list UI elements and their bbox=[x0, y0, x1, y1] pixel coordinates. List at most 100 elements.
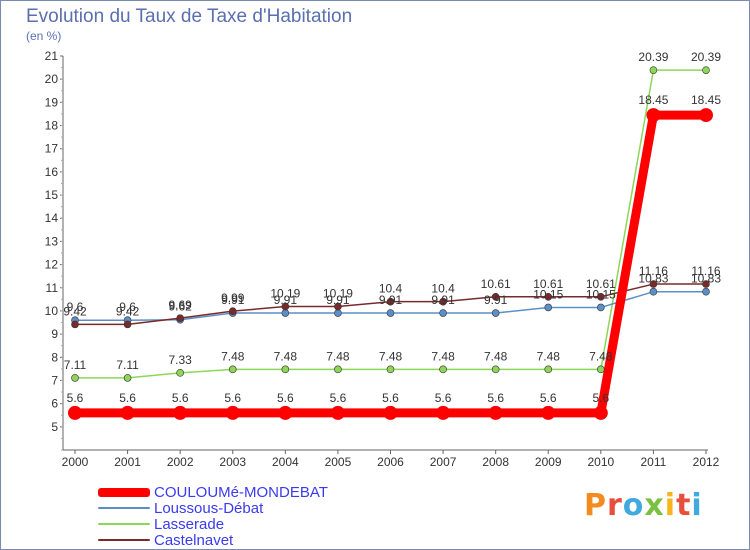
data-point bbox=[228, 307, 237, 315]
data-point bbox=[541, 405, 556, 420]
data-label: 9.42 bbox=[63, 304, 87, 318]
data-point bbox=[597, 303, 605, 312]
data-label: 5.6 bbox=[487, 391, 504, 405]
x-tick-label: 2001 bbox=[114, 455, 141, 469]
legend-item-1[interactable]: Loussous-Débat bbox=[98, 499, 328, 517]
data-label: 11.16 bbox=[691, 264, 720, 278]
legend-label: Loussous-Débat bbox=[154, 499, 264, 517]
legend-item-2[interactable]: Lasserade bbox=[98, 515, 328, 533]
data-point bbox=[649, 280, 658, 288]
logo-letter: i bbox=[664, 488, 677, 523]
data-label: 11.16 bbox=[639, 264, 668, 278]
data-label: 5.6 bbox=[119, 391, 136, 405]
data-label: 18.45 bbox=[638, 93, 668, 107]
data-point bbox=[649, 287, 658, 296]
data-point bbox=[699, 108, 713, 123]
legend-swatch bbox=[98, 487, 150, 497]
chart-title: Evolution du Taux de Taxe d'Habitation bbox=[26, 6, 353, 27]
data-point bbox=[281, 365, 290, 374]
data-label: 9.6 bbox=[67, 300, 84, 314]
data-label: 10.83 bbox=[638, 272, 668, 286]
data-label: 7.48 bbox=[431, 349, 455, 363]
x-tick-label: 2004 bbox=[272, 455, 299, 469]
data-point bbox=[386, 309, 395, 317]
data-label: 5.6 bbox=[172, 391, 189, 405]
data-label: 5.6 bbox=[67, 391, 84, 405]
logo-letter: t bbox=[676, 488, 692, 523]
data-point bbox=[334, 309, 342, 317]
data-label: 7.48 bbox=[221, 349, 245, 363]
data-point bbox=[225, 405, 240, 420]
data-label: 9.99 bbox=[221, 291, 245, 305]
data-label: 5.6 bbox=[592, 391, 609, 405]
data-point bbox=[702, 66, 710, 74]
data-point bbox=[176, 369, 184, 377]
data-point bbox=[597, 293, 605, 301]
legend-item-3[interactable]: Castelnavet bbox=[98, 531, 328, 549]
data-point bbox=[544, 293, 553, 301]
legend-label: Lasserade bbox=[154, 515, 225, 533]
data-label: 5.6 bbox=[435, 391, 452, 405]
data-point bbox=[439, 297, 447, 306]
data-label: 10.19 bbox=[270, 287, 300, 301]
data-point bbox=[176, 314, 184, 322]
legend-label: COULOUMé-MONDEBAT bbox=[154, 483, 328, 501]
data-label: 9.91 bbox=[379, 293, 403, 307]
data-label: 10.4 bbox=[379, 282, 403, 296]
y-tick-label: 18 bbox=[45, 119, 59, 133]
x-tick-label: 2008 bbox=[482, 455, 509, 469]
data-label: 5.6 bbox=[224, 391, 241, 405]
data-point bbox=[278, 405, 293, 420]
data-label: 9.91 bbox=[484, 293, 508, 307]
y-tick-label: 17 bbox=[45, 142, 59, 156]
x-tick-label: 2007 bbox=[430, 455, 457, 469]
y-tick-label: 16 bbox=[45, 165, 59, 179]
data-point bbox=[646, 108, 661, 123]
data-point bbox=[173, 405, 188, 420]
data-label: 7.48 bbox=[274, 349, 298, 363]
x-tick-label: 2006 bbox=[377, 455, 404, 469]
y-tick-label: 14 bbox=[45, 211, 59, 225]
data-label: 7.11 bbox=[64, 358, 87, 372]
data-label: 9.6 bbox=[119, 300, 136, 314]
data-label: 10.15 bbox=[586, 287, 616, 301]
x-tick-label: 2012 bbox=[693, 455, 720, 469]
data-label: 18.45 bbox=[691, 93, 721, 107]
legend-label: Castelnavet bbox=[154, 531, 234, 549]
data-point bbox=[593, 405, 608, 420]
data-point bbox=[71, 320, 79, 329]
data-point bbox=[702, 280, 710, 288]
data-label: 9.42 bbox=[116, 304, 140, 318]
x-tick-label: 2010 bbox=[587, 455, 614, 469]
data-label: 10.4 bbox=[431, 282, 455, 296]
data-point bbox=[281, 309, 290, 317]
y-tick-label: 6 bbox=[51, 397, 58, 411]
data-label: 7.11 bbox=[116, 358, 139, 372]
data-label: 10.61 bbox=[533, 277, 563, 291]
data-point bbox=[491, 309, 500, 317]
legend-item-0[interactable]: COULOUMé-MONDEBAT bbox=[98, 483, 328, 501]
data-label: 5.6 bbox=[277, 391, 294, 405]
x-tick-label: 2005 bbox=[325, 455, 352, 469]
data-label: 9.91 bbox=[274, 293, 298, 307]
data-label: 9.91 bbox=[431, 293, 455, 307]
logo-letter: P bbox=[584, 488, 607, 523]
data-point bbox=[597, 365, 605, 374]
data-point bbox=[488, 405, 503, 420]
logo-letter: x bbox=[644, 488, 665, 523]
y-tick-label: 5 bbox=[51, 420, 58, 434]
data-point bbox=[491, 293, 500, 301]
series-points bbox=[68, 66, 713, 420]
legend-swatch bbox=[98, 539, 150, 541]
data-label: 10.61 bbox=[481, 277, 511, 291]
data-label: 9.62 bbox=[168, 300, 192, 314]
data-point bbox=[439, 309, 447, 317]
data-point bbox=[544, 303, 553, 312]
data-point bbox=[71, 374, 79, 382]
data-label: 7.33 bbox=[168, 353, 192, 367]
data-point bbox=[123, 320, 132, 329]
data-label: 7.48 bbox=[379, 349, 403, 363]
legend-swatch bbox=[98, 523, 150, 525]
logo-letter: i bbox=[691, 488, 703, 523]
